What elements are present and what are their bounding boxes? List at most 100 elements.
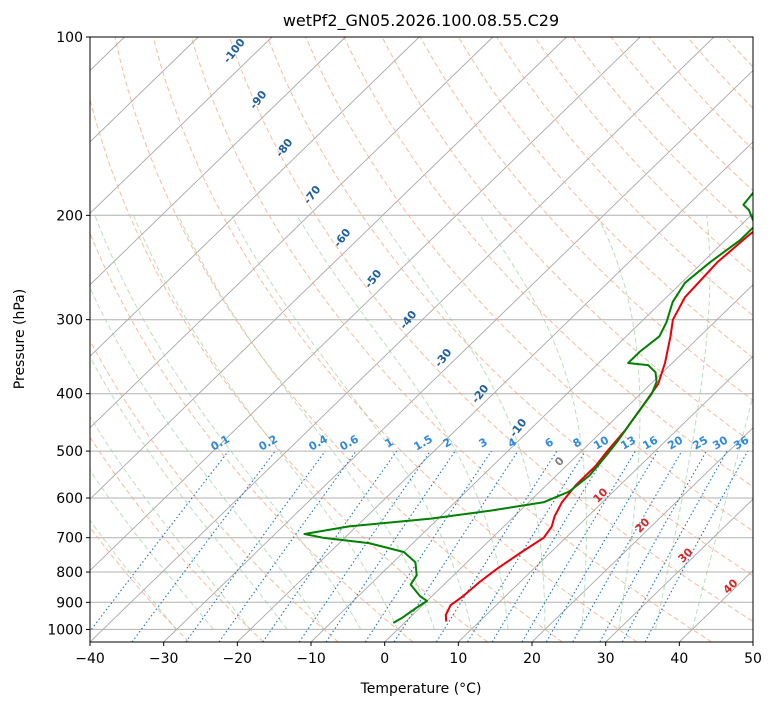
dry-adiabat-line [686,37,753,109]
x-tick-label: 0 [380,651,389,667]
moist-adiabat-line [132,215,399,630]
mixing-ratio-label: 8 [571,435,584,450]
isotherm-line [384,284,753,642]
dry-adiabat-label: -50 [362,267,385,291]
dry-adiabat-line [267,37,753,577]
dry-adiabat-line [114,37,563,642]
dry-adiabat-label: -20 [469,382,492,406]
dry-adiabat-line [90,97,488,642]
dry-adiabat-label: -40 [397,308,420,332]
x-tick-label: −20 [223,651,253,667]
dry-adiabat-line [90,436,264,642]
mixing-ratio-line [435,450,558,642]
moist-adiabat-label: 20 [633,515,653,535]
mixing-ratio-line [644,450,749,642]
mixing-ratio-line [262,450,398,642]
y-tick-label: 200 [56,208,83,224]
isotherm-line [90,37,346,286]
moist-adiabat-label: 40 [721,576,741,596]
mixing-ratio-line [298,450,431,642]
moist-adiabat-line [691,394,753,630]
isotherm-line [90,37,273,215]
dry-adiabat-line [190,37,712,642]
mixing-ratio-line [545,450,659,642]
isotherm-line [236,141,753,642]
x-tick-label: 30 [597,651,615,667]
mixing-ratio-label: 30 [710,433,730,452]
mixing-ratio-line [521,450,636,642]
y-tick-label: 900 [56,595,83,611]
isotherm-line [90,37,199,143]
moist-adiabat-label: 10 [591,485,611,505]
mixing-ratio-label: 0.1 [209,432,232,453]
moist-adiabat-line [90,469,214,630]
y-tick-label: 400 [56,387,83,403]
isotherm-line [90,37,641,572]
y-tick-label: 1000 [47,622,83,638]
x-tick-label: −10 [296,651,326,667]
mixing-ratio-line [325,450,456,642]
moist-adiabat-line [90,286,325,630]
moist-adiabat-line [177,215,435,630]
moist-adiabat-line [596,215,641,630]
mixing-ratio-line [621,450,728,642]
mixing-ratio-label: 36 [731,433,751,452]
isotherm-line [163,69,753,642]
moist-adiabat-label: 30 [676,545,696,565]
moist-adiabat-line [296,215,509,630]
dry-adiabat-line [572,37,753,233]
isotherm-line [457,355,753,642]
mixing-ratio-label: 0.6 [338,432,362,453]
dry-adiabat-line [419,37,753,401]
isotherm-line [752,641,753,642]
x-tick-label: −30 [149,651,179,667]
moist-adiabat-line [377,215,546,630]
dry-adiabat-line [90,231,414,642]
y-tick-label: 800 [56,565,83,581]
mixing-ratio-line [218,450,357,642]
isotherm-line [310,212,753,642]
dry-adiabat-label: -100 [221,36,248,66]
isotherm-line [90,37,494,429]
isotherm-line [90,37,715,642]
mixing-ratio-line [467,450,586,642]
y-tick-label: 700 [56,531,83,547]
dry-adiabat-label: -90 [247,88,270,112]
dewpoint-profile-line [303,191,753,624]
moist-adiabat-line [479,215,587,630]
y-tick-label: 500 [56,444,83,460]
dry-adiabat-line [764,37,775,642]
moist-adiabat-label: 0 [552,454,567,469]
moist-adiabat-line [94,215,362,630]
dry-adiabat-label: -80 [273,136,296,160]
mixing-ratio-label: 3 [477,435,490,450]
mixing-ratio-line [599,450,707,642]
mixing-ratio-line [185,450,326,642]
temperature-profile-line [444,230,753,622]
dry-adiabat-label: -30 [432,346,455,370]
dry-adiabat-line [228,37,753,622]
mixing-ratio-line [491,450,609,642]
mixing-ratio-line [393,450,519,642]
isotherm-line [531,427,753,642]
isotherm-line [90,37,567,500]
dry-adiabat-line [152,37,638,642]
x-tick-label: 40 [670,651,688,667]
dry-adiabat-line [457,37,753,359]
mixing-ratio-label: 0.2 [257,432,280,453]
dry-adiabat-line [90,526,190,642]
mixing-ratio-label: 20 [665,433,685,452]
moist-adiabat-line [231,215,472,630]
x-tick-label: −40 [75,651,105,667]
dry-adiabat-line [725,37,753,68]
isotherm-line [605,498,753,642]
x-tick-label: 10 [449,651,467,667]
mixing-ratio-label: 16 [640,433,660,452]
x-tick-label: 50 [744,651,762,667]
moist-adiabat-line [90,519,177,630]
y-tick-label: 300 [56,313,83,329]
mixing-ratio-line [131,450,276,642]
y-tick-label: 100 [56,30,83,46]
dry-adiabat-line [90,339,339,642]
